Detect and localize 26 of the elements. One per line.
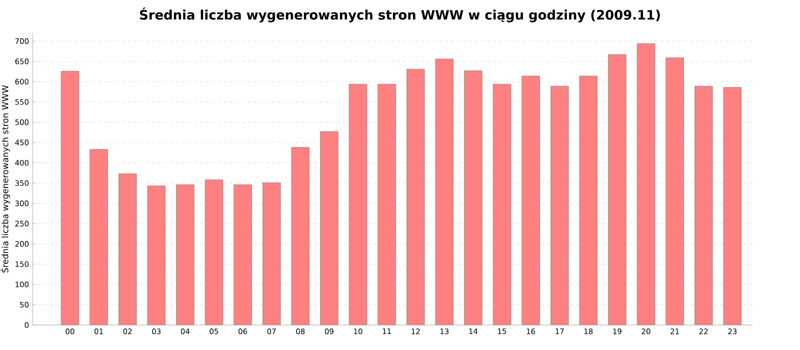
bar [291,147,310,325]
bar [579,76,598,325]
bar [60,70,80,325]
bar [723,87,742,325]
bar [176,184,194,325]
bar [378,84,396,325]
bar [118,174,137,325]
bar [90,149,108,325]
bar [348,84,368,325]
bar [262,182,281,325]
bar [550,86,569,325]
bar [522,76,540,325]
bar [608,54,626,325]
bar [636,43,656,325]
bar [492,84,512,325]
bar [694,86,713,325]
bar [204,180,224,325]
chart-title: Średnia liczba wygenerowanych stron WWW w ciągu godziny (2009.11) [140,8,660,22]
bar [320,131,338,325]
bar [234,184,252,325]
bar [406,68,425,325]
y-axis-title: Średnia liczba wygenerowanych stron WWW [0,85,10,272]
bar [666,58,684,325]
bar [147,186,166,325]
bar [435,58,454,325]
bar [464,70,482,325]
